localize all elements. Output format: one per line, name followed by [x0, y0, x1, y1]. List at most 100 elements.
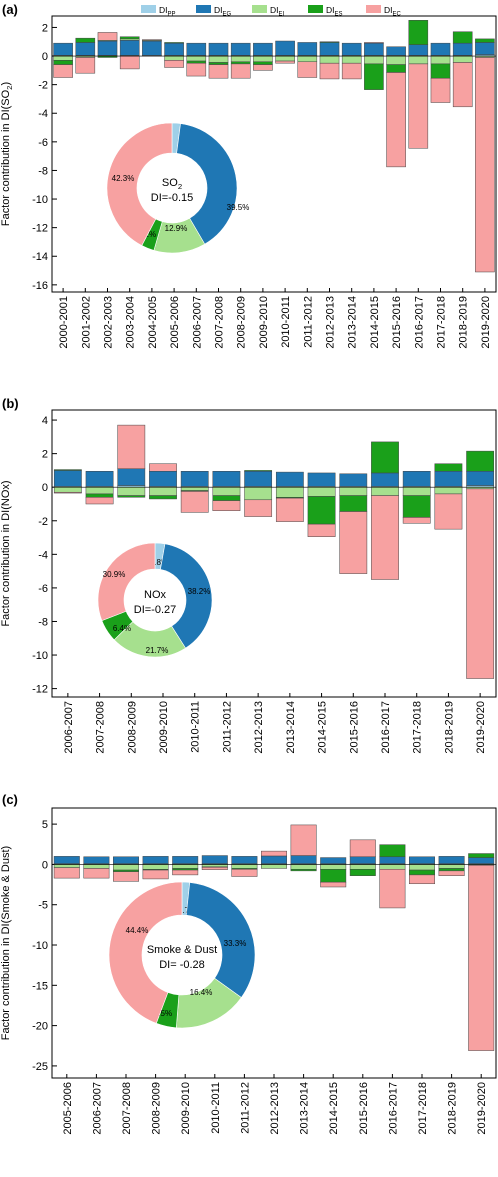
donut-slice-label: 12.9%	[165, 224, 188, 233]
bar-di_ei-2012-2013	[261, 864, 287, 869]
donut-chart: 2.8% 38.2% 21.7% 6.4% 30.9% NOx DI=-0.27	[97, 542, 213, 658]
donut-center-title-base: SO	[162, 177, 178, 189]
y-axis-label-sub: 2	[5, 86, 14, 90]
legend-label-di_ec-sub: EC	[393, 11, 402, 17]
bar-di_es-2018-2019	[434, 463, 463, 472]
legend-label-di_eg-base: DI	[214, 5, 223, 15]
x-category-label: 2011-2012	[221, 701, 233, 753]
y-tick-label: 0	[42, 859, 48, 871]
donut-slice-label: 44.4%	[126, 926, 149, 935]
donut-slice-di_ec	[106, 122, 173, 246]
legend-swatch-di_ei	[252, 5, 267, 13]
bar-di_es-2019-2020	[468, 853, 495, 858]
bar-di_eg-2000-2001	[53, 42, 73, 56]
legend-label-di_es-base: DI	[326, 5, 335, 15]
bar-di_eg-2009-2010	[172, 856, 199, 864]
bar-di_es-2013-2014	[290, 869, 317, 872]
legend: DIPP DIEG DIEI DIES DIEC	[141, 5, 401, 17]
y-tick-label: -10	[32, 940, 48, 952]
donut-slice-di_eg	[176, 123, 238, 245]
chart-panels: (a) 2 0 -2 -4 -6 -8 -10 -12 -14 -16 Factor contribu…	[0, 2, 497, 1135]
bar-di_ec-2006-2007	[53, 491, 82, 494]
bar-di_ec-2008-2009	[142, 869, 169, 880]
bar-di_es-2006-2007	[53, 469, 82, 471]
bar-di_ei-2007-2008	[208, 55, 229, 63]
y-tick-label: -14	[32, 251, 48, 263]
legend-label-di_pp-sub: PP	[168, 11, 176, 17]
bar-di_es-2012-2013	[319, 41, 340, 43]
bar-di_ei-2007-2008	[85, 486, 114, 495]
bar-di_ec-2002-2003	[97, 32, 118, 41]
bar-di_eg-2007-2008	[85, 471, 114, 487]
bar-di_ec-2006-2007	[83, 868, 110, 879]
x-category-label: 2000-2001	[58, 296, 70, 349]
bar-di_ec-2019-2020	[466, 488, 495, 679]
bar-di_ec-2015-2016	[386, 72, 406, 168]
y-tick-label: 0	[42, 51, 48, 63]
bar-di_ec-2009-2010	[253, 64, 273, 71]
bar-di_es-2016-2017	[379, 844, 406, 858]
x-category-label: 2007-2008	[121, 1082, 133, 1135]
bar-di_es-2017-2018	[430, 63, 451, 79]
x-category-label: 2019-2020	[480, 296, 492, 349]
bar-di_ei-2018-2019	[452, 55, 473, 63]
bar-di_ec-2009-2010	[149, 463, 177, 472]
bar-di_ei-2015-2016	[386, 55, 406, 65]
bar-di_es-2006-2007	[186, 60, 207, 64]
bar-di_ei-2014-2015	[364, 55, 384, 65]
bar-di_ec-2018-2019	[434, 493, 463, 530]
x-category-label: 2006-2007	[91, 1082, 103, 1135]
x-category-label: 2001-2002	[80, 296, 92, 349]
chart-panel-2: (b) 4 2 0 -2 -4 -6 -8 -10 -12 Factor contribution …	[0, 396, 497, 754]
y-axis-label-suffix: )	[0, 82, 12, 86]
y-axis-label-base: Factor contribution in DI(NOx)	[0, 480, 12, 626]
bar-di_ei-2006-2007	[83, 864, 110, 869]
donut-slice-label: 21.7%	[146, 646, 169, 655]
bar-di_eg-2019-2020	[466, 471, 495, 486]
x-category-label: 2005-2006	[169, 296, 181, 349]
legend-swatch-di_eg	[196, 5, 211, 13]
bar-di_eg-2005-2006	[164, 42, 184, 56]
x-category-label: 2019-2020	[476, 1082, 488, 1135]
bar-di_ec-2008-2009	[230, 63, 251, 79]
bar-di_ei-2005-2006	[164, 55, 184, 61]
bar-di_es-2007-2008	[208, 62, 229, 65]
legend-label-di_es: DIES	[326, 5, 342, 17]
x-category-label: 2015-2016	[348, 701, 360, 754]
x-category-label: 2012-2013	[253, 701, 265, 754]
bar-di_ec-2003-2004	[119, 55, 140, 70]
bar-di_es-2016-2017	[371, 441, 399, 474]
y-axis-label: Factor contribution in DI(SO2)	[0, 82, 14, 226]
donut-center-title-sub: 2	[178, 182, 182, 191]
x-category-label: 2015-2016	[391, 296, 403, 349]
bar-di_eg-2016-2017	[371, 472, 399, 487]
bar-di_ei-2008-2009	[117, 486, 146, 496]
bar-di_ei-2017-2018	[409, 864, 435, 871]
bar-di_eg-2008-2009	[142, 856, 169, 864]
bar-di_eg-2012-2013	[319, 42, 340, 56]
y-tick-label: 2	[42, 449, 48, 461]
bar-di_ec-2005-2006	[53, 867, 80, 879]
bar-di_ei-2010-2011	[180, 486, 209, 491]
bar-di_ec-2015-2016	[349, 839, 376, 858]
x-category-label: 2014-2015	[328, 1082, 340, 1135]
bar-di_ei-2017-2018	[430, 55, 451, 65]
bar-di_ec-2012-2013	[319, 62, 340, 80]
bar-di_ec-2015-2016	[339, 511, 368, 574]
bar-di_es-2001-2002	[75, 37, 96, 43]
bar-di_es-2015-2016	[339, 495, 368, 512]
x-category-label: 2016-2017	[380, 701, 392, 754]
bar-di_es-2017-2018	[409, 869, 435, 876]
bar-di_eg-2017-2018	[402, 471, 431, 487]
bar-di_ei-2000-2001	[53, 55, 73, 61]
x-category-label: 2008-2009	[236, 296, 248, 349]
bar-di_ec-2019-2020	[475, 57, 495, 273]
bar-di_ei-2012-2013	[244, 486, 273, 501]
bar-di_eg-2016-2017	[408, 44, 429, 56]
x-category-label: 2009-2010	[158, 701, 170, 754]
y-tick-label: -12	[32, 223, 48, 235]
bar-di_ei-2018-2019	[434, 486, 463, 495]
bar-di_ei-2008-2009	[142, 864, 169, 870]
bar-di_eg-2014-2015	[307, 472, 336, 487]
y-tick-label: 5	[42, 819, 48, 831]
